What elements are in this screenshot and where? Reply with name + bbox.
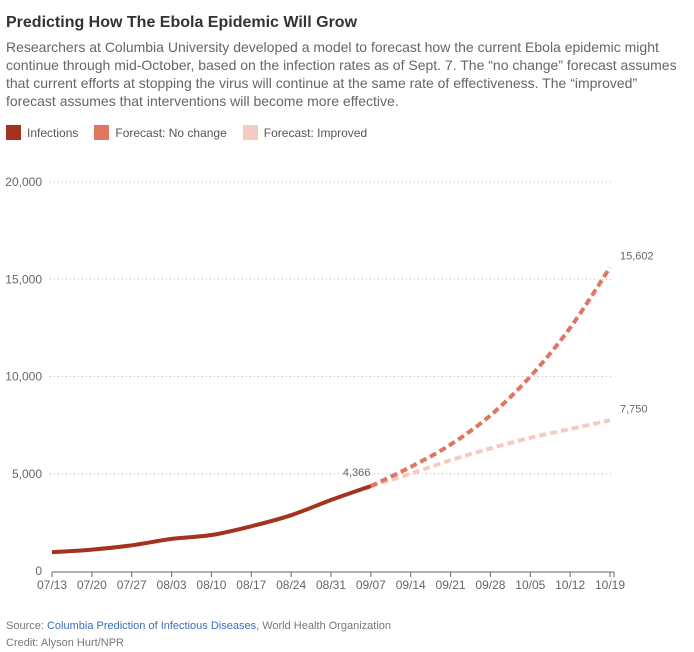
legend-item-no-change: Forecast: No change <box>94 125 227 140</box>
legend-swatch-no-change <box>94 125 110 140</box>
series-line-forecast-improved <box>370 418 611 488</box>
line-chart: 0 5,000 10,000 15,000 20,000 07/13 07/20 07/27 0… <box>5 175 654 592</box>
legend-swatch-improved <box>242 125 258 140</box>
x-tick-label: 08/31 <box>316 578 346 592</box>
legend-label: Forecast: No change <box>115 125 227 140</box>
legend: Infections Forecast: No change Forecast:… <box>6 125 688 140</box>
x-tick-label: 07/20 <box>77 578 107 592</box>
x-tick-label: 10/12 <box>555 578 585 592</box>
chart-title: Predicting How The Ebola Epidemic Will G… <box>6 14 358 31</box>
source-link[interactable]: Columbia Prediction of Infectious Diseas… <box>46 620 257 632</box>
source-line: Source: Columbia Prediction of Infectiou… <box>6 618 391 635</box>
legend-label: Infections <box>27 125 79 140</box>
x-tick-label: 09/14 <box>396 578 426 592</box>
y-tick-label: 10,000 <box>5 370 42 384</box>
footer: Source: Columbia Prediction of Infectiou… <box>6 618 391 652</box>
y-tick-label: 15,000 <box>5 272 42 286</box>
data-label: 7,750 <box>620 403 648 415</box>
data-label: 15,602 <box>620 251 654 263</box>
x-tick-label: 07/27 <box>117 578 147 592</box>
credit-line: Credit: Alyson Hurt/NPR <box>6 637 124 649</box>
source-prefix: Source: <box>6 620 47 632</box>
series-line-forecast-no-change <box>369 266 612 488</box>
x-tick-label: 08/17 <box>236 578 266 592</box>
y-tick-label: 20,000 <box>5 175 42 189</box>
y-tick-label: 0 <box>35 564 42 578</box>
y-tick-label: 5,000 <box>12 467 42 481</box>
legend-item-infections: Infections <box>6 125 78 140</box>
legend-swatch-infections <box>6 125 21 140</box>
x-tick-label: 10/19 <box>595 578 625 592</box>
x-tick-label: 08/10 <box>196 578 226 592</box>
series-line-infections <box>51 484 372 555</box>
x-tick-label: 08/03 <box>157 578 187 592</box>
x-tick-label: 09/07 <box>356 578 386 592</box>
x-tick-label: 08/24 <box>276 578 306 592</box>
x-tick-label: 09/21 <box>436 578 466 592</box>
data-label: 4,366 <box>343 467 371 479</box>
legend-item-improved: Forecast: Improved <box>242 125 368 140</box>
chart-description: Researchers at Columbia University devel… <box>6 39 677 109</box>
x-tick-label: 09/28 <box>475 578 505 592</box>
x-tick-label: 10/05 <box>515 578 545 592</box>
x-tick-label: 07/13 <box>37 578 67 592</box>
legend-label: Forecast: Improved <box>263 125 368 140</box>
source-suffix: , World Health Organization <box>256 620 391 632</box>
